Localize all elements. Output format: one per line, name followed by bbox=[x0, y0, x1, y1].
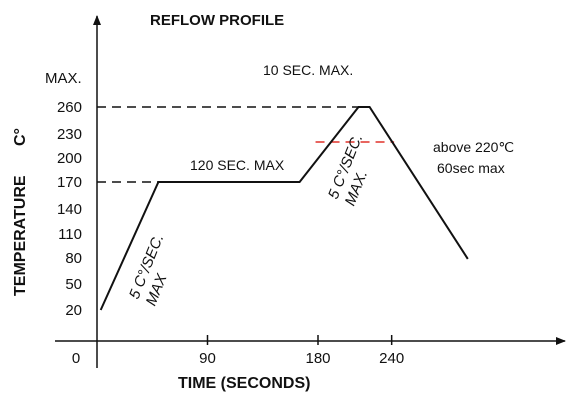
y-tick-label: 170 bbox=[57, 174, 82, 191]
x-axis-label: TIME (SECONDS) bbox=[178, 375, 310, 392]
y-axis-unit: C° bbox=[12, 128, 29, 146]
y-axis-label: TEMPERATURE bbox=[12, 175, 29, 296]
soak-annotation: 120 SEC. MAX bbox=[190, 157, 285, 173]
y-max-label: MAX. bbox=[45, 70, 82, 87]
x-tick-label: 90 bbox=[199, 350, 216, 367]
y-tick-label: 260 bbox=[57, 99, 82, 116]
y-tick-label: 20 bbox=[65, 302, 82, 319]
y-tick-label: 230 bbox=[57, 126, 82, 143]
x-tick-labels: 0 90 180 240 bbox=[72, 335, 404, 367]
peak-annotation: 10 SEC. MAX. bbox=[263, 62, 353, 78]
y-tick-label: 80 bbox=[65, 250, 82, 267]
y-tick-label: 110 bbox=[58, 226, 82, 243]
x-tick-label: 240 bbox=[379, 350, 404, 367]
x-tick-label: 180 bbox=[305, 350, 330, 367]
reference-lines bbox=[97, 106, 395, 183]
reflow-profile-curve bbox=[99, 106, 469, 311]
y-tick-labels: 20 50 80 110 140 170 200 230 260 bbox=[57, 99, 82, 319]
y-tick-label: 140 bbox=[57, 201, 82, 218]
y-tick-label: 200 bbox=[57, 150, 82, 167]
above-220-annotation-line2: 60sec max bbox=[437, 160, 505, 176]
y-tick-label: 50 bbox=[65, 276, 82, 293]
chart-title: REFLOW PROFILE bbox=[150, 12, 284, 29]
above-220-annotation-line1: above 220℃ bbox=[433, 139, 514, 155]
x-tick-label: 0 bbox=[72, 350, 80, 367]
